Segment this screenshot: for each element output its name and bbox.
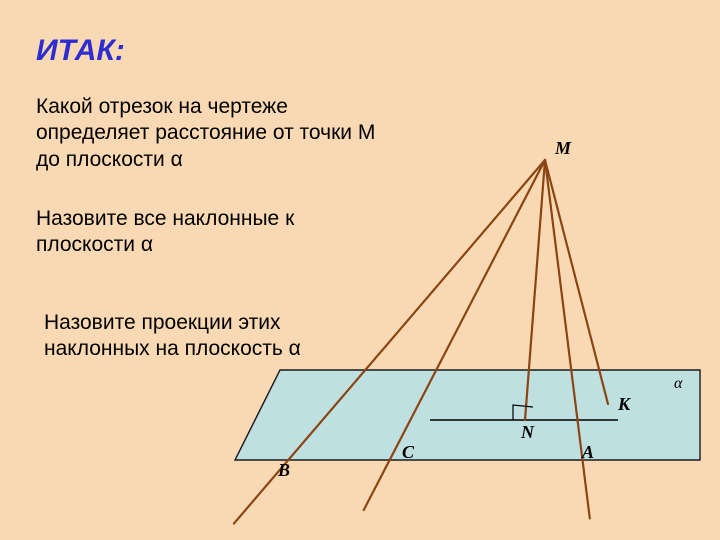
- label-B: B: [277, 460, 290, 480]
- label-A: A: [581, 442, 594, 462]
- plane-alpha: [235, 370, 700, 460]
- label-M: M: [554, 138, 572, 158]
- label-K: К: [617, 394, 632, 414]
- label-plane-alpha: α: [674, 375, 683, 392]
- label-N: N: [520, 422, 535, 442]
- geometry-diagram: M N К A C Bα: [0, 0, 720, 540]
- line-MK: [545, 160, 608, 404]
- line-MA: [545, 160, 590, 518]
- label-C: C: [402, 442, 415, 462]
